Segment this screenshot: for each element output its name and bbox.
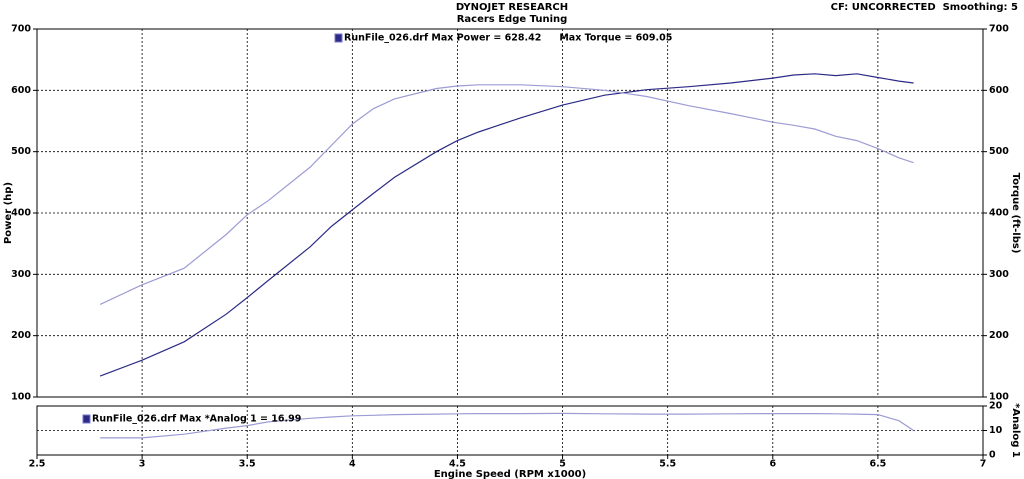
annotation: CF: UNCORRECTED Smoothing: 5 [831,2,1018,13]
y2-tick-label: 500 [989,146,1009,157]
x-tick-label: 7 [980,459,987,470]
x-tick-label: 3 [139,459,146,470]
legend-swatch [82,414,91,424]
x-tick-label: 3.5 [239,459,256,470]
chart-subtitle: Racers Edge Tuning [457,14,568,25]
chart-title: DYNOJET RESEARCH [456,2,568,13]
x-axis-label: Engine Speed (RPM x1000) [434,469,586,479]
y2-tick-label: 600 [989,85,1009,96]
x-tick-label: 5 [559,459,566,470]
x-tick-label: 2.5 [29,459,46,470]
y2-tick-label: 300 [989,269,1009,280]
y2-tick-label: 100 [989,392,1009,403]
x-tick-label: 6.5 [869,459,886,470]
x-tick-label: 4.5 [449,459,466,470]
series-line [99,84,914,305]
x-tick-label: 5.5 [659,459,676,470]
y-tick-label: 600 [11,85,31,96]
y2-tick-label: 200 [989,330,1009,341]
y-tick-label: 200 [11,330,31,341]
y-tick-label: 300 [11,269,31,280]
y2-tick-label: 400 [989,208,1009,219]
y-tick-label: 500 [11,146,31,157]
x-tick-label: 6 [769,459,776,470]
y-tick-label: 100 [11,392,31,403]
y2-tick-label: 0 [989,450,996,461]
series-line [99,73,914,377]
legend-text: RunFile_026.drf Max Power = 628.42 [344,33,541,44]
y-tick-label: 700 [11,24,31,35]
x-tick-label: 4 [349,459,356,470]
y2-tick-label: 20 [989,401,1003,412]
y-axis-label: Power (hp) [3,182,14,244]
legend-text: RunFile_026.drf Max *Analog 1 = 16.99 [92,414,301,425]
y2-axis-label: Torque (ft-lbs) [1010,173,1021,254]
y2-tick-label: 10 [989,425,1003,436]
series-line [100,412,914,439]
legend-text: Max Torque = 609.05 [559,33,672,44]
y2-tick-label: 700 [989,24,1009,35]
legend-swatch [334,33,343,43]
y-tick-label: 400 [11,208,31,219]
y2-axis-label: *Analog 1 [1010,403,1021,458]
